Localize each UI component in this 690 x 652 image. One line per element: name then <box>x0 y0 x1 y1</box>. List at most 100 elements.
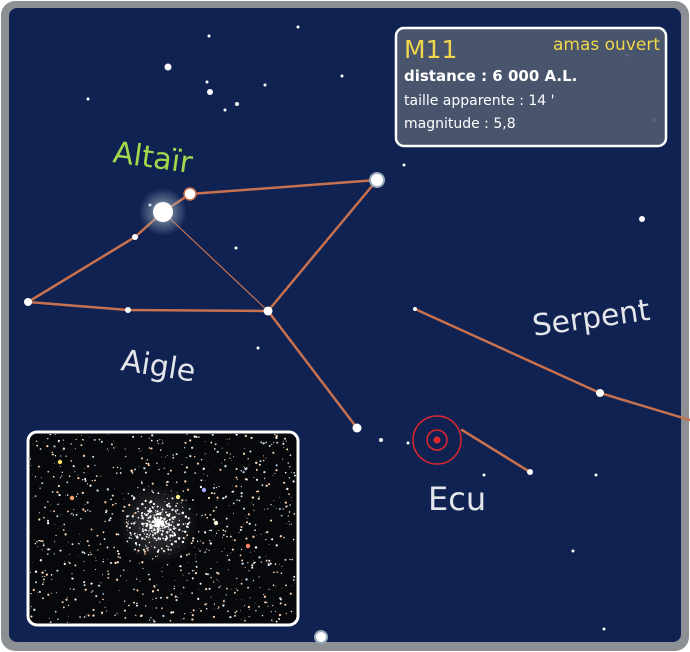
photo-star <box>80 541 81 542</box>
photo-star <box>247 561 249 564</box>
photo-star <box>58 494 61 497</box>
photo-star <box>67 621 69 623</box>
photo-star <box>62 606 65 609</box>
photo-star <box>224 603 226 605</box>
photo-star <box>60 550 62 551</box>
photo-star <box>42 544 45 547</box>
photo-star <box>114 502 117 505</box>
photo-star <box>251 566 254 569</box>
photo-star <box>288 477 291 479</box>
photo-star <box>67 615 69 617</box>
photo-star <box>119 575 122 577</box>
cluster-star <box>144 538 146 540</box>
photo-star <box>34 475 37 478</box>
constellation-label: Ecu <box>428 480 486 518</box>
photo-star <box>90 582 93 585</box>
cluster-star <box>153 521 156 524</box>
cluster-star <box>140 513 143 515</box>
photo-star <box>234 612 236 614</box>
photo-star <box>275 464 278 467</box>
photo-star <box>195 557 197 559</box>
photo-star <box>284 558 287 561</box>
photo-star <box>47 553 49 555</box>
photo-star <box>157 589 159 592</box>
photo-star <box>273 571 275 574</box>
photo-star <box>232 502 235 505</box>
photo-star <box>70 443 72 445</box>
photo-star <box>160 506 161 508</box>
photo-star <box>214 448 216 450</box>
cluster-star <box>178 513 181 515</box>
cluster-star <box>171 531 174 533</box>
photo-star <box>56 515 59 518</box>
photo-star <box>204 441 206 442</box>
photo-star <box>159 439 161 441</box>
cluster-star <box>184 538 185 540</box>
photo-star <box>183 447 186 449</box>
photo-star <box>69 588 71 590</box>
photo-star <box>148 437 150 439</box>
cluster-star <box>188 521 191 524</box>
photo-star <box>260 441 263 444</box>
cluster-star <box>145 544 147 546</box>
cluster-star <box>146 525 148 528</box>
photo-star <box>136 589 139 592</box>
photo-star <box>66 481 69 484</box>
photo-star <box>247 586 250 589</box>
photo-star <box>113 447 115 449</box>
star <box>256 346 260 350</box>
photo-star <box>34 542 37 545</box>
photo-star <box>243 605 245 607</box>
photo-star <box>151 434 154 437</box>
star <box>235 102 239 106</box>
cluster-star <box>187 517 190 520</box>
photo-star <box>283 536 285 539</box>
photo-star <box>92 455 95 458</box>
cluster-star <box>157 537 160 540</box>
cluster-star <box>157 512 160 516</box>
photo-star <box>75 495 78 498</box>
photo-star <box>263 470 266 474</box>
photo-star <box>244 619 246 622</box>
photo-star <box>266 601 268 603</box>
photo-star <box>215 486 218 489</box>
photo-star <box>52 453 54 456</box>
photo-star <box>216 571 218 574</box>
cluster-star <box>144 499 147 502</box>
cluster-star <box>143 522 145 525</box>
photo-star <box>142 593 144 596</box>
photo-star <box>81 491 85 495</box>
photo-star <box>222 497 225 500</box>
photo-star <box>152 536 154 538</box>
photo-star <box>84 510 87 513</box>
photo-star <box>178 565 180 567</box>
cluster-star <box>143 513 146 515</box>
photo-star <box>37 546 39 548</box>
photo-star <box>285 584 287 587</box>
photo-star <box>125 455 127 457</box>
photo-star <box>240 618 242 620</box>
cluster-star <box>159 537 161 540</box>
photo-star <box>263 477 266 480</box>
cluster-star <box>144 528 147 532</box>
photo-star <box>279 602 282 605</box>
photo-star <box>140 481 143 483</box>
photo-star <box>233 539 236 542</box>
photo-star <box>217 572 220 575</box>
cluster-star <box>170 549 172 551</box>
cluster-star <box>147 517 150 520</box>
photo-star <box>169 619 172 622</box>
cluster-star <box>151 520 154 523</box>
photo-star <box>177 596 179 598</box>
cluster-star <box>172 527 176 530</box>
photo-star <box>216 500 218 501</box>
cluster-star <box>142 525 144 527</box>
cluster-star <box>178 528 181 531</box>
photo-star <box>263 595 267 598</box>
cluster-star <box>137 533 139 535</box>
photo-star <box>272 584 275 587</box>
photo-star <box>169 553 170 555</box>
photo-star <box>223 599 225 601</box>
cluster-star <box>185 525 189 528</box>
photo-star <box>227 443 228 445</box>
